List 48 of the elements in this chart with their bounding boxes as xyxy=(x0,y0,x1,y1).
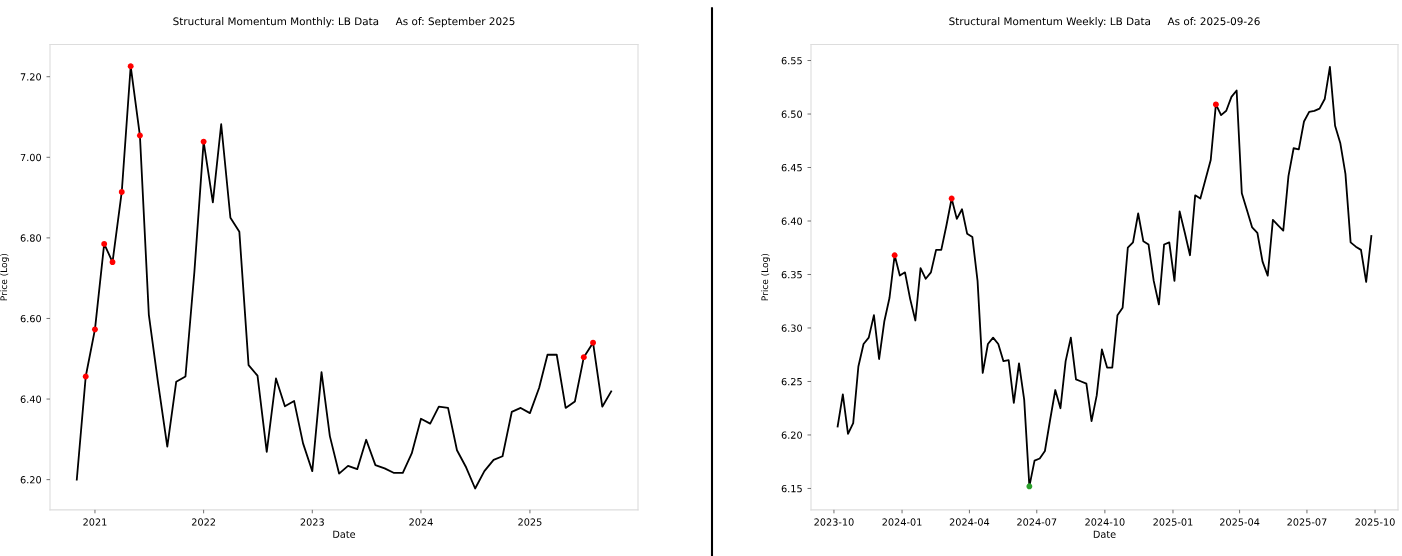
y-tick-label: 6.50 xyxy=(781,110,803,118)
x-tick-label: 2022 xyxy=(191,518,216,526)
y-tick-label: 6.60 xyxy=(20,314,42,323)
point xyxy=(580,354,587,361)
x-tick-label: 2023-10 xyxy=(814,518,854,526)
chart-title: Structural Momentum Weekly: LB Data As of: 2025-09-26 xyxy=(949,17,1260,28)
x-axis-title: Date xyxy=(333,530,356,538)
x-tick-label: 2024 xyxy=(409,518,433,526)
y-tick-label: 6.20 xyxy=(20,476,42,484)
y-tick-label: 6.40 xyxy=(781,217,803,225)
point xyxy=(590,339,596,346)
x-tick-label: 2025-04 xyxy=(1219,518,1260,526)
point xyxy=(1026,483,1033,490)
point xyxy=(92,326,98,333)
x-tick-label: 2025-10 xyxy=(1355,518,1395,526)
y-tick-label: 7.20 xyxy=(20,73,42,81)
x-tick-label: 2025-07 xyxy=(1287,518,1327,526)
y-tick-label: 6.40 xyxy=(20,395,42,403)
y-axis-title: Price (Log) xyxy=(761,253,770,301)
point xyxy=(101,240,108,247)
point xyxy=(136,132,143,139)
x-tick-label: 2024-04 xyxy=(949,518,990,526)
chart-title: Structural Momentum Monthly: LB Data As of: September 2025 xyxy=(173,17,515,28)
y-tick-label: 6.20 xyxy=(781,431,803,439)
y-tick-label: 6.25 xyxy=(781,377,802,386)
x-tick-label: 2023 xyxy=(300,518,324,526)
point xyxy=(118,189,125,195)
point xyxy=(891,252,898,259)
x-tick-label: 2025-01 xyxy=(1153,518,1193,526)
point xyxy=(127,63,134,70)
y-axis-title: Price (Log) xyxy=(0,253,9,301)
point xyxy=(948,195,955,202)
x-tick-label: 2024-10 xyxy=(1085,518,1125,526)
x-tick-label: 2025 xyxy=(518,518,542,526)
y-tick-label: 7.00 xyxy=(20,153,42,162)
x-tick-label: 2021 xyxy=(83,518,107,526)
y-tick-label: 6.45 xyxy=(781,163,802,172)
y-tick-label: 6.15 xyxy=(781,484,802,493)
y-tick-label: 6.35 xyxy=(781,270,802,279)
point xyxy=(109,259,116,265)
y-tick-label: 6.30 xyxy=(781,324,803,332)
point xyxy=(200,138,207,145)
x-tick-label: 2024-01 xyxy=(882,518,922,526)
y-tick-label: 6.80 xyxy=(20,234,42,242)
point xyxy=(1212,101,1219,108)
x-tick-label: 2024-07 xyxy=(1017,518,1057,526)
x-axis-title: Date xyxy=(1093,530,1116,538)
y-tick-label: 6.55 xyxy=(781,57,802,65)
